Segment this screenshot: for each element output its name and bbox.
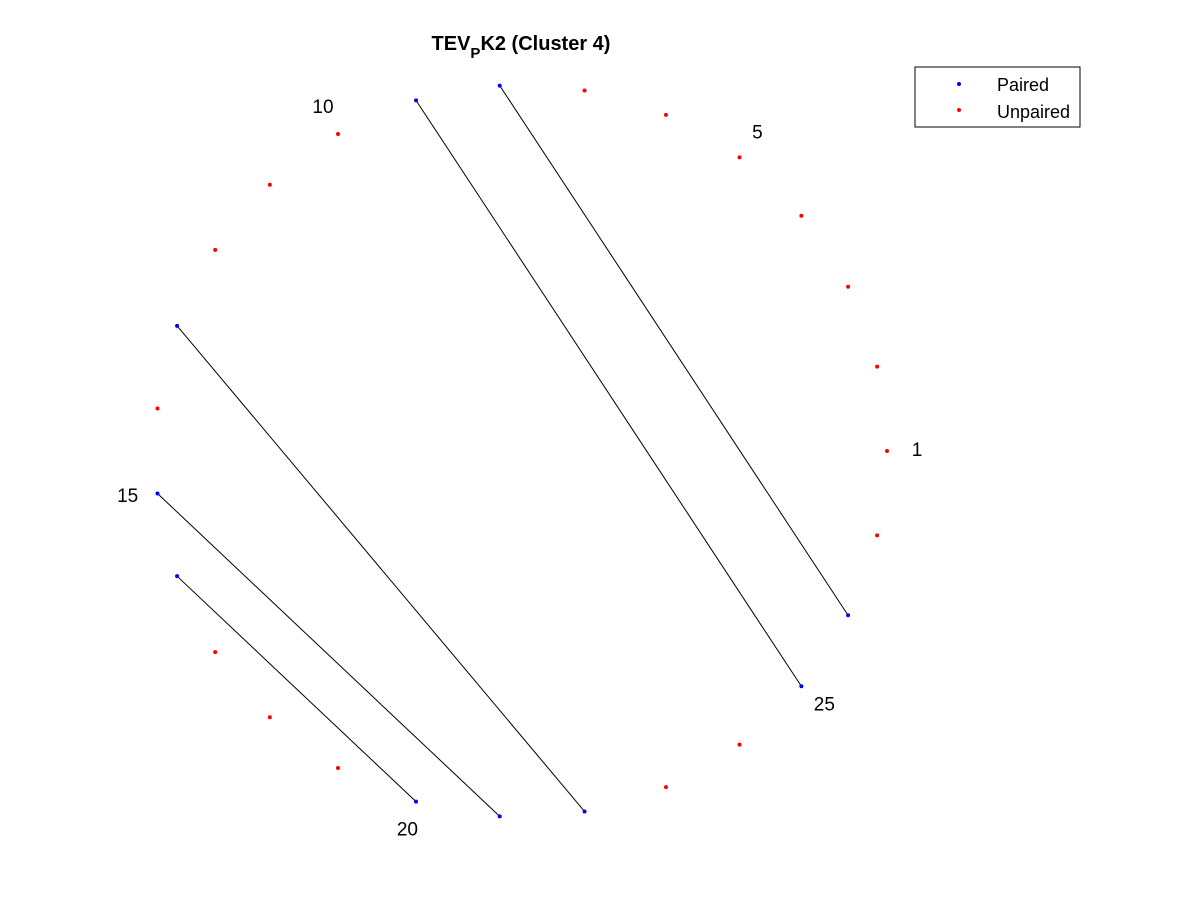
node-19 — [336, 765, 340, 770]
node-9 — [414, 98, 419, 103]
node-label-5: 5 — [752, 122, 763, 143]
node-8 — [497, 83, 502, 88]
node-17 — [213, 650, 218, 655]
node-15 — [155, 491, 160, 496]
pair-line-13-22 — [176, 325, 585, 812]
pair-line-8-26 — [499, 85, 849, 616]
node-13 — [175, 323, 180, 328]
node-label-1: 1 — [912, 440, 923, 461]
pair-line-9-25 — [415, 100, 802, 687]
node-5 — [737, 155, 742, 160]
node-14 — [155, 406, 160, 411]
pair-line-15-21 — [157, 493, 501, 817]
pair-lines — [157, 85, 849, 817]
node-11 — [267, 182, 272, 187]
node-7 — [582, 88, 587, 93]
node-4 — [799, 213, 804, 218]
legend-box — [914, 66, 1081, 128]
node-3 — [846, 284, 851, 289]
node-label-25: 25 — [814, 695, 835, 716]
node-18 — [267, 715, 272, 720]
legend-unpaired-label: Unpaired — [997, 102, 1070, 122]
pair-line-16-20 — [176, 575, 417, 802]
legend-paired-label: Paired — [997, 75, 1049, 95]
node-20 — [414, 799, 419, 804]
node-1 — [885, 449, 889, 453]
node-6 — [663, 112, 668, 117]
node-25 — [799, 684, 804, 689]
node-22 — [582, 809, 587, 814]
legend-unpaired-marker — [957, 108, 961, 112]
node-label-20: 20 — [397, 819, 418, 840]
node-21 — [497, 814, 502, 819]
node-23 — [663, 785, 668, 790]
node-2 — [875, 364, 880, 369]
legend-paired-marker — [957, 82, 961, 86]
node-label-10: 10 — [312, 97, 333, 118]
node-12 — [213, 247, 218, 252]
node-16 — [175, 574, 180, 579]
node-26 — [846, 613, 851, 618]
node-label-15: 15 — [117, 486, 138, 507]
node-27 — [875, 533, 880, 538]
nodes — [155, 83, 889, 819]
node-10 — [336, 132, 340, 137]
legend: Paired Unpaired — [914, 66, 1081, 128]
node-24 — [737, 742, 742, 747]
plot-title: TEVPK2 (Cluster 4) — [432, 33, 611, 62]
